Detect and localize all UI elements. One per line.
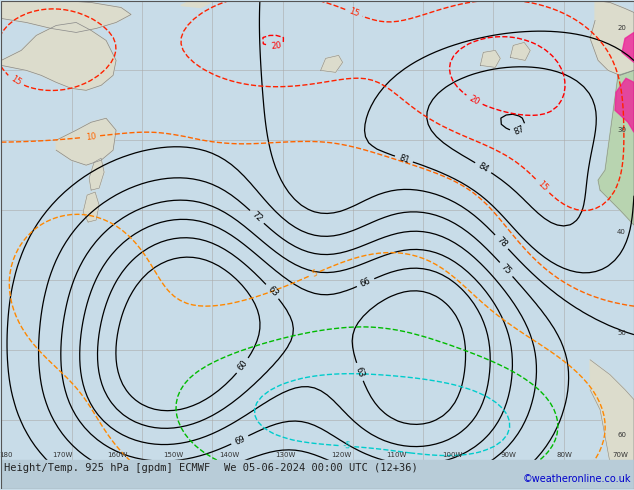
Polygon shape [1, 0, 131, 32]
Text: 84: 84 [476, 161, 490, 174]
Polygon shape [89, 158, 104, 190]
Text: 78: 78 [495, 235, 508, 249]
Bar [1, 460, 634, 490]
Text: 40: 40 [617, 228, 626, 235]
Text: 30: 30 [617, 127, 626, 133]
Polygon shape [510, 43, 530, 60]
Text: 180: 180 [0, 452, 13, 458]
Text: 90W: 90W [500, 452, 516, 458]
Text: 110W: 110W [387, 452, 407, 458]
Text: 20: 20 [617, 25, 626, 31]
Text: 63: 63 [266, 284, 280, 298]
Text: 50: 50 [617, 330, 626, 336]
Text: Height/Temp. 925 hPa [gpdm] ECMWF: Height/Temp. 925 hPa [gpdm] ECMWF [4, 463, 210, 472]
Text: 15: 15 [347, 7, 361, 19]
Text: 130W: 130W [275, 452, 295, 458]
Polygon shape [615, 78, 634, 132]
Polygon shape [1, 23, 116, 90]
Text: 69: 69 [233, 434, 247, 446]
Text: 80W: 80W [556, 452, 572, 458]
Text: 150W: 150W [164, 452, 184, 458]
Text: 15: 15 [9, 74, 23, 88]
Text: 5: 5 [310, 269, 319, 279]
Polygon shape [56, 118, 116, 165]
Text: 100W: 100W [443, 452, 463, 458]
Text: 60: 60 [617, 432, 626, 438]
Polygon shape [321, 55, 342, 73]
Text: 10: 10 [85, 132, 96, 142]
Text: 70W: 70W [612, 452, 628, 458]
Text: 81: 81 [398, 153, 410, 165]
Text: 20: 20 [271, 41, 282, 51]
Text: 66: 66 [359, 276, 372, 289]
Text: We 05-06-2024 00:00 UTC (12+36): We 05-06-2024 00:00 UTC (12+36) [224, 463, 418, 472]
Polygon shape [590, 360, 634, 490]
Polygon shape [83, 192, 99, 222]
Polygon shape [622, 32, 634, 62]
Text: -5: -5 [342, 441, 351, 451]
Text: 75: 75 [295, 478, 307, 489]
Text: ©weatheronline.co.uk: ©weatheronline.co.uk [522, 473, 631, 484]
Text: 72: 72 [250, 210, 264, 224]
Text: 0: 0 [401, 479, 407, 488]
Text: 160W: 160W [108, 452, 128, 458]
Polygon shape [590, 0, 634, 75]
Text: 20: 20 [467, 94, 481, 107]
Text: 170W: 170W [52, 452, 72, 458]
Text: 140W: 140W [219, 452, 240, 458]
Polygon shape [481, 50, 500, 67]
Text: 15: 15 [536, 179, 550, 193]
Text: 60: 60 [236, 359, 250, 373]
Text: 87: 87 [512, 124, 526, 137]
Polygon shape [598, 71, 634, 225]
Polygon shape [181, 0, 211, 7]
Text: 75: 75 [500, 263, 513, 276]
Text: 63: 63 [354, 365, 366, 378]
Text: 120W: 120W [331, 452, 351, 458]
